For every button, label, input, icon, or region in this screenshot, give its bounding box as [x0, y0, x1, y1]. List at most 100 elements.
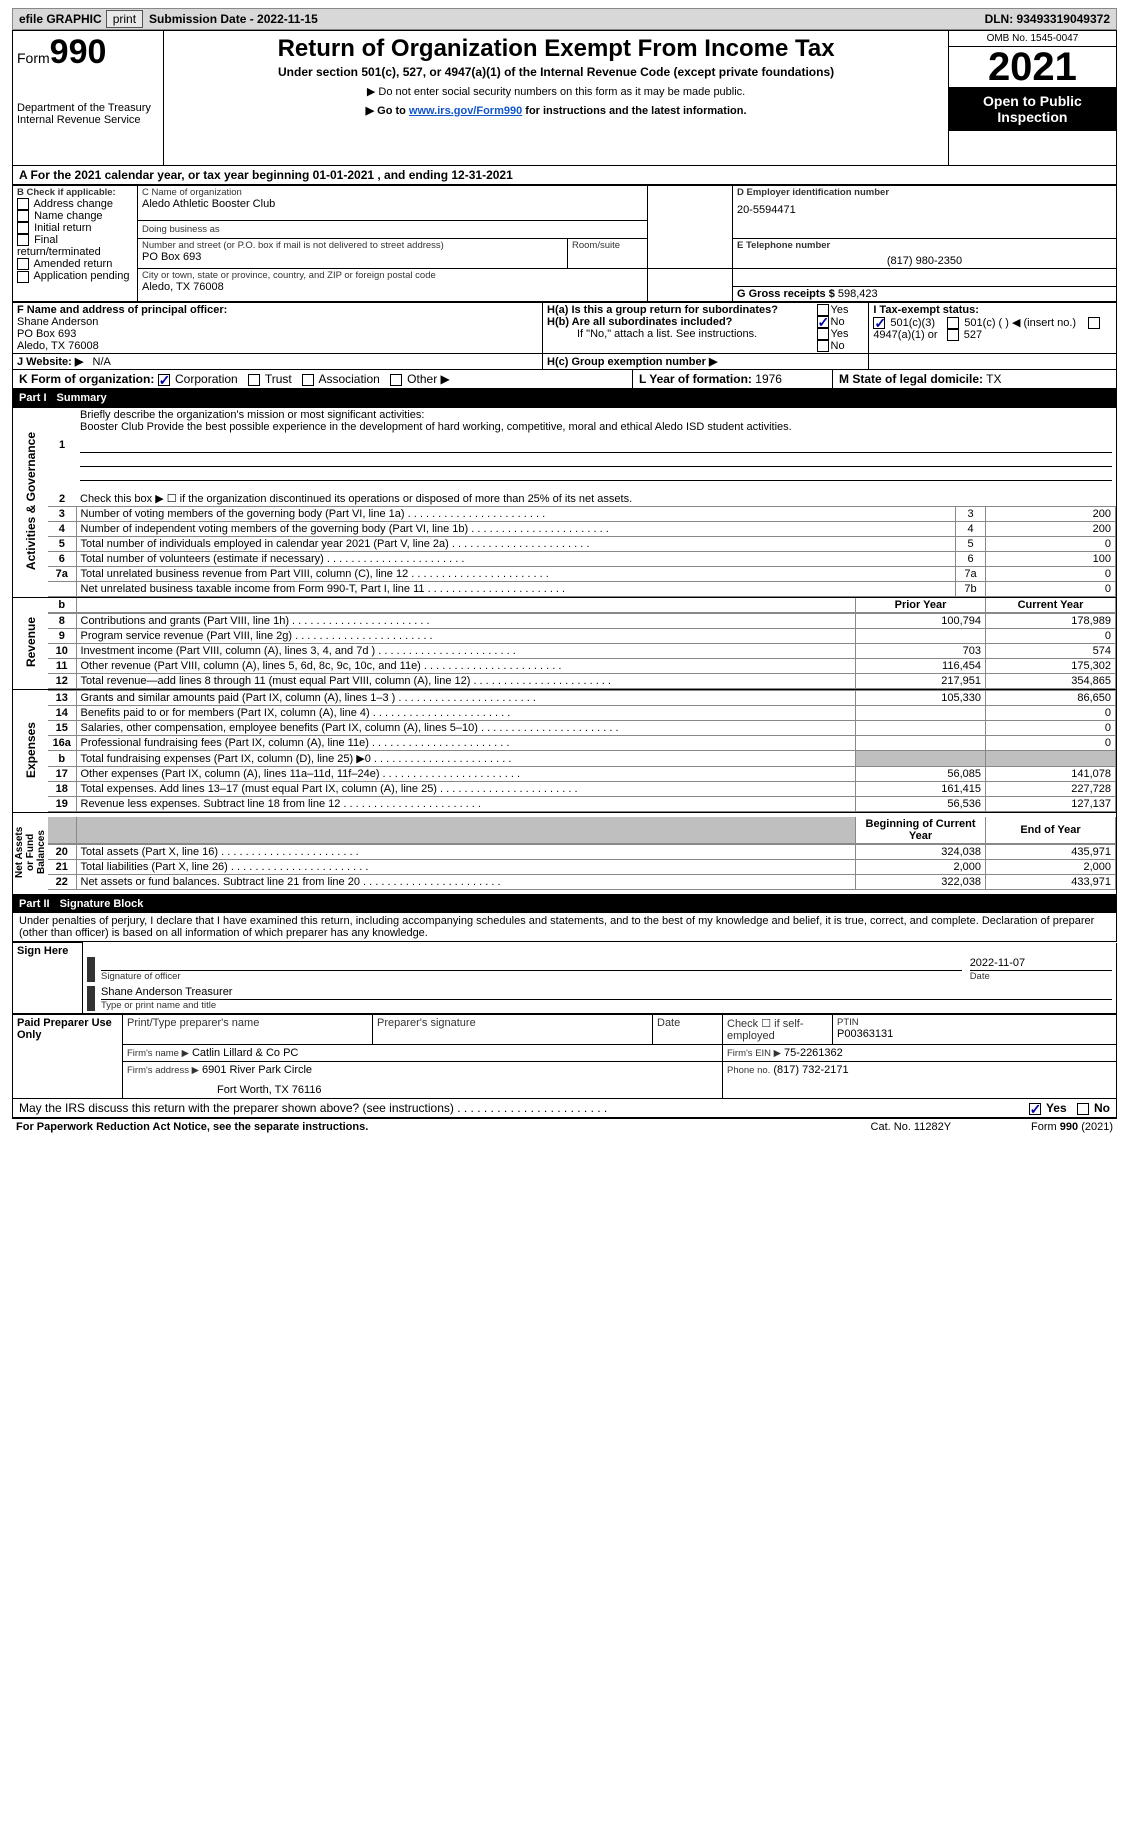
- may-irs-text: May the IRS discuss this return with the…: [19, 1101, 454, 1115]
- line1-text: Booster Club Provide the best possible e…: [80, 421, 792, 433]
- line2-text: Check this box ▶ ☐ if the organization d…: [76, 482, 1116, 506]
- dln-label: DLN: 93493319049372: [985, 12, 1116, 26]
- officer-addr2: Aledo, TX 76008: [17, 340, 538, 352]
- org-name: Aledo Athletic Booster Club: [142, 198, 643, 210]
- line-a: A For the 2021 calendar year, or tax yea…: [12, 166, 1117, 185]
- paid-preparer-block: Paid Preparer Use Only Print/Type prepar…: [12, 1014, 1117, 1099]
- tax-year: 2021: [949, 47, 1116, 87]
- ptin-label: PTIN: [837, 1017, 1112, 1028]
- box-d-label: D Employer identification number: [737, 187, 1112, 198]
- phone-value: (817) 980-2350: [737, 251, 1112, 267]
- preparer-sig-hdr: Preparer's signature: [373, 1014, 653, 1044]
- box-b-checkbox[interactable]: [17, 234, 29, 246]
- hb-yes-checkbox[interactable]: [817, 328, 829, 340]
- arrow1: ▶ Do not enter social security numbers o…: [168, 85, 944, 98]
- box-b-checkbox[interactable]: [17, 210, 29, 222]
- box-f-label: F Name and address of principal officer:: [17, 304, 538, 316]
- box-b-checkbox[interactable]: [17, 198, 29, 210]
- ptin-value: P00363131: [837, 1028, 1112, 1040]
- line1-intro: Briefly describe the organization's miss…: [80, 409, 424, 421]
- corp-checkbox[interactable]: [158, 374, 170, 386]
- city-label: City or town, state or province, country…: [142, 270, 643, 281]
- ein-value: 20-5594471: [737, 198, 1112, 216]
- dba-label: Doing business as: [142, 224, 220, 235]
- paid-preparer-label: Paid Preparer Use Only: [13, 1014, 123, 1098]
- may-irs-row: May the IRS discuss this return with the…: [12, 1099, 1117, 1118]
- hc-label: H(c) Group exemption number ▶: [547, 356, 717, 368]
- type-name-label: Type or print name and title: [101, 1000, 1112, 1011]
- revenue-label: Revenue: [13, 598, 49, 690]
- gross-receipts: 598,423: [838, 288, 878, 300]
- box-c-label: C Name of organization: [142, 187, 643, 198]
- box-b-checkbox[interactable]: [17, 271, 29, 283]
- prior-year-hdr: Prior Year: [856, 598, 986, 613]
- hb-label: H(b) Are all subordinates included?: [547, 316, 732, 328]
- street-value: PO Box 693: [142, 251, 563, 263]
- activities-label: Activities & Governance: [13, 408, 49, 598]
- arrow2: ▶ Go to www.irs.gov/Form990 for instruct…: [168, 104, 944, 117]
- preparer-name-hdr: Print/Type preparer's name: [123, 1014, 373, 1044]
- 527-checkbox[interactable]: [947, 329, 959, 341]
- 4947-checkbox[interactable]: [1088, 317, 1100, 329]
- other-checkbox[interactable]: [390, 374, 402, 386]
- 501c3-checkbox[interactable]: [873, 317, 885, 329]
- line-i-label: I Tax-exempt status:: [873, 304, 979, 316]
- box-g-label: G Gross receipts $: [737, 288, 835, 300]
- box-e-label: E Telephone number: [737, 240, 1112, 251]
- box-b-checkbox[interactable]: [17, 222, 29, 234]
- form-title: Return of Organization Exempt From Incom…: [168, 35, 944, 63]
- self-employed-label: Check ☐ if self-employed: [723, 1014, 833, 1044]
- print-button[interactable]: print: [106, 10, 143, 28]
- footer-left: For Paperwork Reduction Act Notice, see …: [16, 1121, 368, 1133]
- sign-date: 2022-11-07: [970, 957, 1112, 971]
- may-irs-yes-checkbox[interactable]: [1029, 1103, 1041, 1115]
- footer-mid: Cat. No. 11282Y: [871, 1121, 952, 1133]
- trust-checkbox[interactable]: [248, 374, 260, 386]
- beg-year-hdr: Beginning of Current Year: [856, 817, 986, 844]
- expenses-label: Expenses: [13, 690, 49, 813]
- firm-addr1: 6901 River Park Circle: [202, 1064, 312, 1076]
- public-inspection: Open to Public Inspection: [949, 87, 1116, 131]
- firm-name: Catlin Lillard & Co PC: [192, 1047, 298, 1059]
- may-irs-no-checkbox[interactable]: [1077, 1103, 1089, 1115]
- hb-no-checkbox[interactable]: [817, 340, 829, 352]
- sign-here-block: Sign Here Signature of officer 2022-11-0…: [12, 942, 1117, 1014]
- part1-body: Activities & Governance 1 Briefly descri…: [12, 407, 1117, 895]
- current-year-hdr: Current Year: [986, 598, 1116, 613]
- top-toolbar: efile GRAPHIC print Submission Date - 20…: [12, 8, 1117, 30]
- line-j-label: J Website: ▶: [17, 356, 83, 368]
- room-label: Room/suite: [572, 240, 643, 251]
- sig-officer-label: Signature of officer: [101, 971, 962, 982]
- klm-row: K Form of organization: Corporation Trus…: [12, 370, 1117, 389]
- form-header: Form990 Department of the Treasury Inter…: [12, 30, 1117, 166]
- preparer-date-hdr: Date: [653, 1014, 723, 1044]
- form-word: Form: [17, 50, 50, 66]
- efile-label: efile GRAPHIC: [19, 12, 102, 26]
- firm-addr2: Fort Worth, TX 76116: [127, 1076, 718, 1096]
- form-number: 990: [50, 33, 107, 71]
- footer-right: Form 990 (2021): [1031, 1121, 1113, 1133]
- officer-addr1: PO Box 693: [17, 328, 538, 340]
- subtitle: Under section 501(c), 527, or 4947(a)(1)…: [168, 65, 944, 79]
- year-formation: 1976: [755, 372, 782, 386]
- line-k-label: K Form of organization:: [19, 372, 154, 386]
- dept-label: Department of the Treasury: [17, 102, 159, 114]
- fh-grid: F Name and address of principal officer:…: [12, 302, 1117, 370]
- city-value: Aledo, TX 76008: [142, 281, 643, 293]
- date-label: Date: [970, 971, 1112, 982]
- 501c-checkbox[interactable]: [947, 317, 959, 329]
- box-b-checkbox[interactable]: [17, 258, 29, 270]
- box-b-label: B Check if applicable:: [17, 187, 133, 198]
- netassets-label: Net Assets or Fund Balances: [13, 813, 49, 895]
- footer: For Paperwork Reduction Act Notice, see …: [12, 1118, 1117, 1135]
- ha-no-checkbox[interactable]: [817, 316, 829, 328]
- assoc-checkbox[interactable]: [302, 374, 314, 386]
- part1-header: Part I Summary: [12, 389, 1117, 407]
- street-label: Number and street (or P.O. box if mail i…: [142, 240, 563, 251]
- irs-label: Internal Revenue Service: [17, 114, 159, 126]
- end-year-hdr: End of Year: [986, 817, 1116, 844]
- website-value: N/A: [93, 356, 111, 368]
- firm-phone: (817) 732-2171: [773, 1064, 848, 1076]
- form990-link[interactable]: www.irs.gov/Form990: [409, 105, 522, 117]
- submission-date: Submission Date - 2022-11-15: [149, 12, 318, 26]
